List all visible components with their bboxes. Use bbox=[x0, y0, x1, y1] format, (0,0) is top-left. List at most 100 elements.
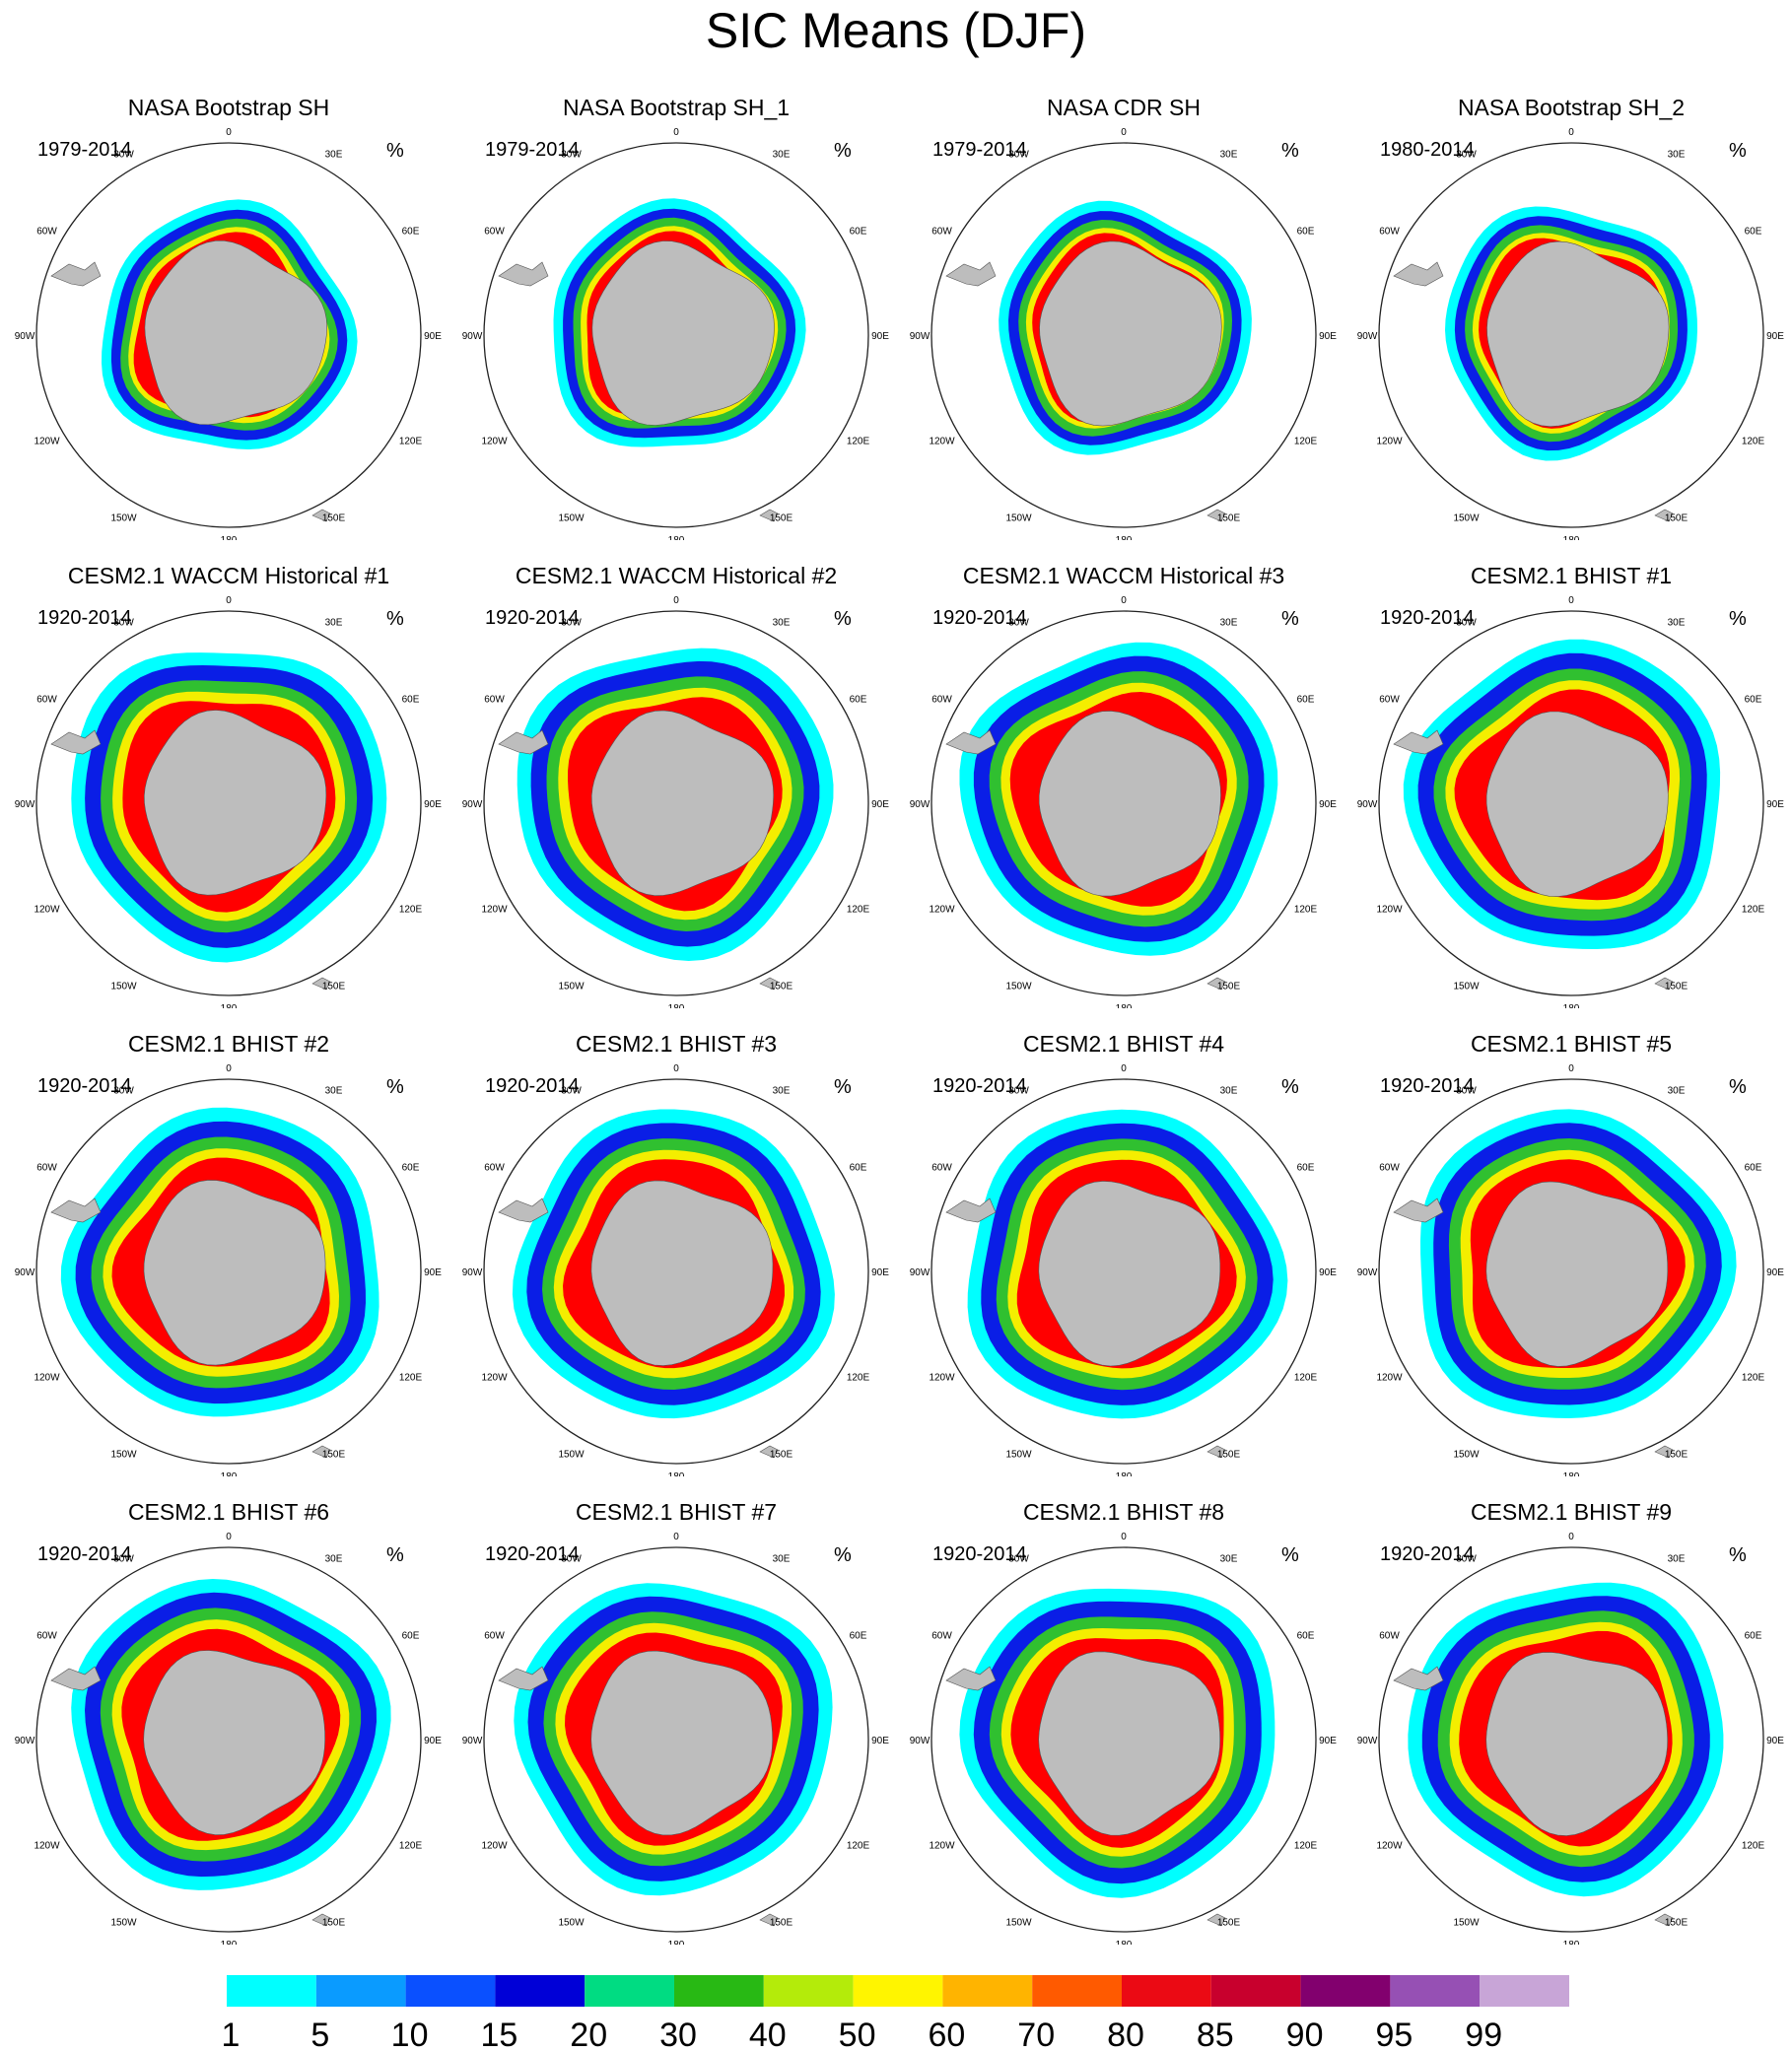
longitude-label: 120W bbox=[929, 905, 955, 916]
panel-title: CESM2.1 BHIST #9 bbox=[1471, 1499, 1672, 1525]
map-boundary bbox=[483, 142, 869, 528]
longitude-label: 30W bbox=[113, 1086, 134, 1097]
longitude-label: 60E bbox=[850, 695, 867, 706]
longitude-label: 150E bbox=[1217, 1918, 1241, 1929]
new-zealand-land bbox=[311, 1913, 331, 1927]
new-zealand-land bbox=[311, 1445, 331, 1459]
panel-period: 1920-2014 bbox=[37, 1075, 132, 1097]
antarctica-land bbox=[1038, 711, 1221, 897]
longitude-label: 90W bbox=[462, 799, 483, 810]
longitude-label: 30W bbox=[1456, 618, 1477, 629]
longitude-label: 90E bbox=[424, 331, 442, 342]
south-america-land bbox=[945, 729, 997, 755]
panel-period: 1920-2014 bbox=[932, 1075, 1027, 1097]
longitude-label: 150E bbox=[1665, 513, 1689, 524]
longitude-label: 150W bbox=[110, 1450, 137, 1461]
new-zealand-land bbox=[759, 1445, 779, 1459]
antarctica-land bbox=[144, 240, 328, 426]
longitude-label: 150W bbox=[558, 1918, 585, 1929]
antarctica-land bbox=[1485, 1181, 1669, 1367]
panel-unit: % bbox=[1281, 1544, 1299, 1566]
longitude-label: 180 bbox=[1116, 1940, 1133, 1945]
antarctica-land bbox=[590, 1650, 774, 1836]
south-america-land bbox=[945, 261, 997, 287]
map-boundary bbox=[35, 142, 422, 528]
south-america-land bbox=[498, 1666, 549, 1691]
antarctica-land bbox=[1485, 711, 1669, 897]
longitude-label: 30E bbox=[773, 1086, 791, 1097]
map-panel: CESM2.1 BHIST #8 1920-2014% 0 30E 60E 90E 120E… bbox=[895, 1483, 1343, 1945]
longitude-label: 90E bbox=[1319, 1736, 1337, 1746]
antarctica-land bbox=[1038, 1651, 1221, 1836]
longitude-label: 30E bbox=[325, 618, 343, 629]
map-boundary bbox=[35, 1546, 422, 1933]
colorbar-level: 40 bbox=[749, 2017, 787, 2052]
panel-period: 1920-2014 bbox=[485, 1075, 580, 1097]
panel-period: 1920-2014 bbox=[932, 607, 1027, 629]
longitude-label: 60W bbox=[484, 1631, 505, 1642]
panel-title: CESM2.1 BHIST #1 bbox=[1471, 563, 1672, 588]
longitude-label: 150W bbox=[1005, 1450, 1032, 1461]
longitude-label: 150E bbox=[1217, 982, 1241, 992]
longitude-label: 0 bbox=[1568, 595, 1574, 606]
colorbar-level: 80 bbox=[1107, 2017, 1144, 2052]
longitude-label: 120E bbox=[1742, 1841, 1765, 1852]
longitude-label: 30E bbox=[1220, 618, 1238, 629]
longitude-label: 0 bbox=[226, 1063, 232, 1074]
longitude-label: 120E bbox=[847, 437, 870, 447]
antarctica-land bbox=[1039, 240, 1222, 427]
longitude-label: 90W bbox=[15, 1267, 35, 1278]
map-svg: CESM2.1 BHIST #6 1920-2014 % 0 30E 60E 90E 120E… bbox=[15, 1499, 443, 1945]
longitude-label: 90E bbox=[1766, 331, 1784, 342]
longitude-label: 150W bbox=[558, 1450, 585, 1461]
colorbar-level: 50 bbox=[839, 2017, 876, 2052]
south-america-land bbox=[50, 1666, 102, 1691]
longitude-label: 60W bbox=[36, 1631, 57, 1642]
longitude-label: 30E bbox=[773, 150, 791, 161]
longitude-label: 30W bbox=[561, 618, 582, 629]
map-boundary bbox=[483, 1546, 869, 1933]
longitude-label: 150E bbox=[1665, 982, 1689, 992]
longitude-label: 30W bbox=[561, 1086, 582, 1097]
panel-title: NASA Bootstrap SH_1 bbox=[563, 95, 790, 120]
panel-period: 1920-2014 bbox=[485, 607, 580, 629]
longitude-label: 150W bbox=[1453, 513, 1480, 524]
panel-period: 1980-2014 bbox=[1380, 139, 1475, 161]
longitude-label: 60E bbox=[1745, 1163, 1762, 1174]
panel-unit: % bbox=[834, 1076, 852, 1098]
longitude-label: 120E bbox=[1742, 437, 1765, 447]
longitude-label: 120W bbox=[1376, 1373, 1403, 1384]
longitude-label: 60E bbox=[1297, 1163, 1315, 1174]
longitude-label: 90E bbox=[871, 331, 889, 342]
longitude-label: 90W bbox=[1357, 799, 1378, 810]
antarctica-land bbox=[1038, 1181, 1221, 1367]
longitude-label: 90W bbox=[1357, 331, 1378, 342]
map-svg: CESM2.1 BHIST #4 1920-2014 % 0 30E 60E 90E 120E… bbox=[910, 1031, 1338, 1476]
longitude-label: 90W bbox=[15, 331, 35, 342]
longitude-label: 120W bbox=[481, 1841, 508, 1852]
panel-unit: % bbox=[386, 1544, 404, 1566]
longitude-label: 90E bbox=[1766, 1736, 1784, 1746]
longitude-label: 90E bbox=[871, 799, 889, 810]
longitude-label: 0 bbox=[1568, 1063, 1574, 1074]
colorbar-swatch bbox=[853, 1975, 943, 2007]
longitude-label: 150W bbox=[1453, 1918, 1480, 1929]
longitude-label: 60W bbox=[1379, 1163, 1400, 1174]
colorbar-swatch bbox=[674, 1975, 764, 2007]
panel-period: 1920-2014 bbox=[485, 1543, 580, 1565]
panel-unit: % bbox=[1729, 140, 1747, 162]
longitude-label: 150E bbox=[322, 982, 346, 992]
longitude-label: 90W bbox=[910, 1267, 930, 1278]
panel-unit: % bbox=[1281, 1076, 1299, 1098]
longitude-label: 150W bbox=[1453, 982, 1480, 992]
map-svg: NASA CDR SH 1979-2014 % 0 30E 60E 90E 120E 150E 1… bbox=[910, 95, 1338, 540]
longitude-label: 120W bbox=[929, 437, 955, 447]
longitude-label: 120E bbox=[399, 905, 423, 916]
colorbar-level: 95 bbox=[1375, 2017, 1413, 2052]
map-panel: CESM2.1 BHIST #3 1920-2014% 0 30E 60E 90E 120E… bbox=[448, 1015, 895, 1476]
map-svg: CESM2.1 BHIST #8 1920-2014 % 0 30E 60E 90E 120E… bbox=[910, 1499, 1338, 1945]
longitude-label: 60W bbox=[36, 1163, 57, 1174]
panel-unit: % bbox=[386, 608, 404, 630]
south-america-land bbox=[1393, 729, 1444, 755]
colorbar-level: 10 bbox=[391, 2017, 429, 2052]
